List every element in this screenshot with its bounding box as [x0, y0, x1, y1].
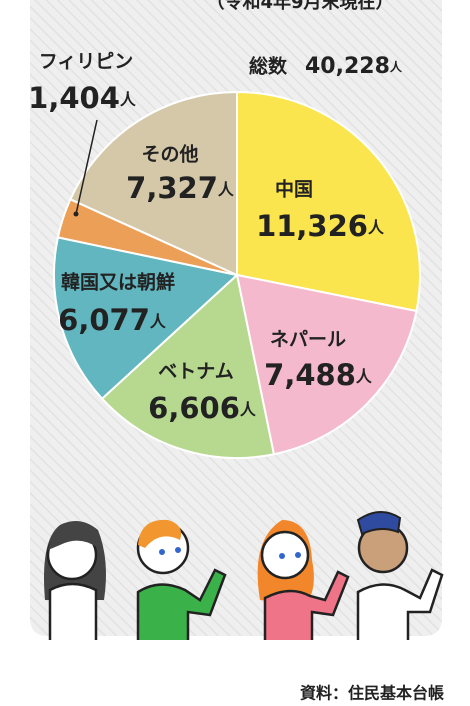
value-label: 6,077人: [58, 303, 166, 337]
category-label: ネパール: [270, 329, 346, 351]
infographic: （令和4年9月末現在） 総数 40,228人 中国 11,326人ネパール 7,48…: [0, 0, 470, 706]
value-label: 1,404人: [28, 81, 136, 115]
source-note: 資料：住民基本台帳: [300, 684, 444, 703]
category-label: フィリピン: [39, 51, 134, 73]
category-label: 韓国又は朝鮮: [61, 271, 175, 294]
category-label: 中国: [275, 178, 313, 201]
category-label: その他: [141, 143, 198, 166]
subtitle: （令和4年9月末現在）: [206, 0, 393, 13]
value-label: 7,488人: [264, 358, 372, 392]
total-label: 総数: [249, 55, 288, 78]
value-label: 7,327人: [126, 171, 234, 205]
value-label: 11,326人: [256, 209, 384, 243]
total-value: 40,228人: [305, 54, 403, 79]
value-label: 6,606人: [148, 391, 256, 425]
leader-dot: [74, 212, 79, 217]
category-label: ベトナム: [158, 361, 233, 383]
